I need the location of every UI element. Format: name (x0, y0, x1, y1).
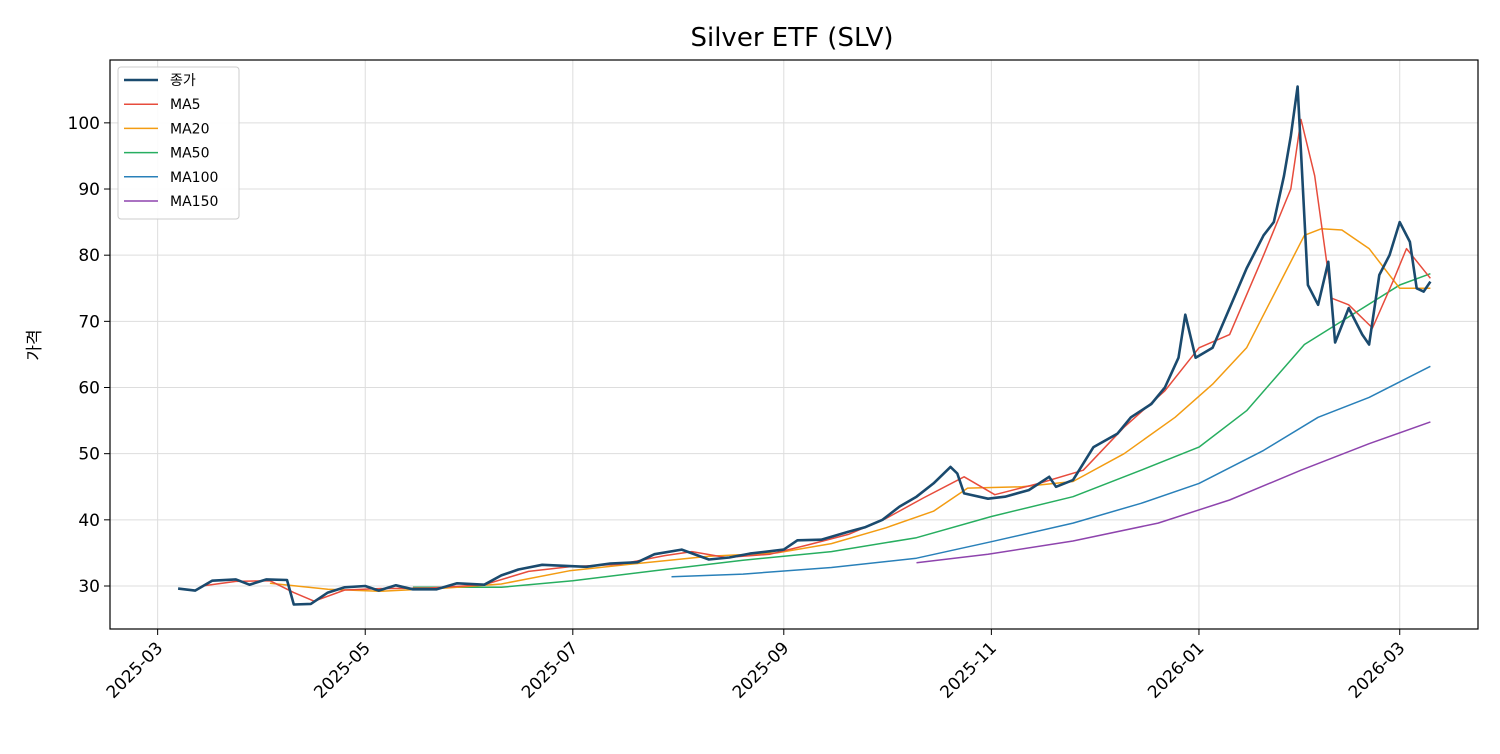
legend: 종가 MA5 MA20 MA50 MA100 MA150 (117, 66, 240, 220)
y-tick-label: 30 (78, 577, 100, 597)
legend-box (117, 66, 240, 220)
y-tick-label: 90 (78, 180, 100, 200)
series-line-ma100 (671, 365, 1431, 578)
legend-label-close: 종가 (170, 73, 196, 89)
series-line-ma20 (269, 227, 1431, 593)
legend-label-ma50: MA50 (170, 146, 209, 162)
y-axis-label: 가격 (25, 329, 45, 360)
y-tick-label: 40 (78, 511, 100, 531)
y-tick-label: 60 (78, 379, 100, 399)
y-tick-label: 70 (78, 312, 100, 332)
series-line-ma150 (916, 421, 1431, 564)
y-tick-label: 80 (78, 246, 100, 266)
legend-label-ma150: MA150 (170, 194, 218, 210)
plot-frame (109, 59, 1479, 630)
legend-label-ma20: MA20 (170, 121, 209, 137)
y-tick-label: 100 (68, 114, 100, 134)
y-tick-label: 50 (78, 445, 100, 465)
series-line-close (177, 85, 1432, 606)
legend-label-ma100: MA100 (170, 170, 218, 186)
series-layer (177, 85, 1432, 606)
chart-title: Silver ETF (SLV) (690, 23, 893, 53)
legend-label-ma5: MA5 (170, 97, 201, 113)
series-line-ma50 (412, 272, 1431, 589)
